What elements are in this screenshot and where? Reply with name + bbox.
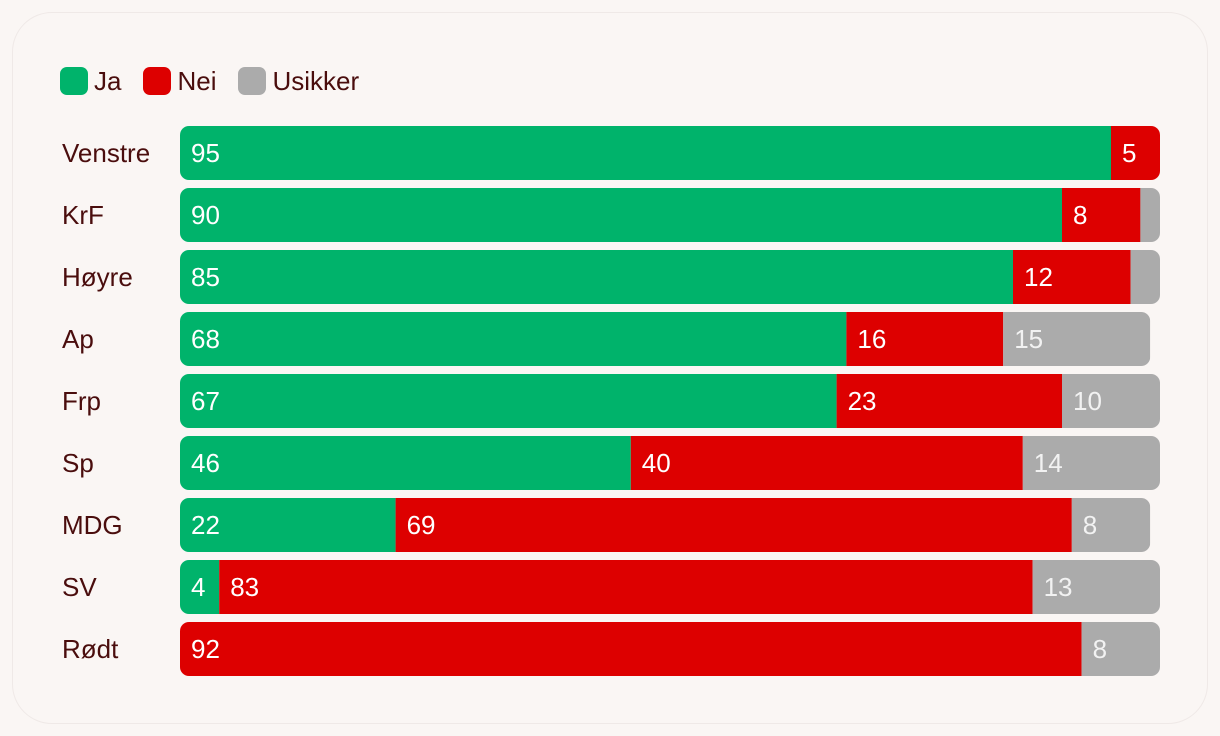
category-label-mdg: MDG [62, 510, 123, 540]
bar-krf-nei [1062, 188, 1141, 242]
data-label-sp-usikker: 14 [1034, 448, 1063, 478]
data-label-sp-nei: 40 [642, 448, 671, 478]
bar-r-dt-usikker [1081, 622, 1160, 676]
bar-row-sv [180, 560, 1160, 614]
data-label-r-dt-nei: 92 [191, 634, 220, 664]
bar-r-dt-nei [180, 622, 1082, 676]
legend-label-nei: Nei [177, 65, 217, 96]
legend-item-ja: Ja [60, 66, 121, 97]
data-label-sv-ja: 4 [191, 572, 205, 602]
bar-row-r-dt [180, 622, 1160, 676]
legend-swatch-ja [60, 67, 88, 95]
bar-frp-nei [836, 374, 1062, 428]
bar-sv-usikker [1032, 560, 1160, 614]
data-label-h-yre-ja: 85 [191, 262, 220, 292]
bar-row-ap [180, 312, 1151, 366]
legend-swatch-nei [143, 67, 172, 95]
data-label-krf-nei: 8 [1073, 200, 1087, 230]
legend-swatch-usikker [238, 67, 267, 95]
bar-sp-nei [630, 436, 1023, 490]
data-label-venstre-nei: 5 [1122, 138, 1136, 168]
bar-row-krf [180, 188, 1160, 242]
bar-ap-ja [180, 312, 847, 366]
data-label-sv-nei: 83 [230, 572, 259, 602]
bar-frp-ja [180, 374, 837, 428]
data-label-mdg-nei: 69 [407, 510, 436, 540]
category-label-h-yre: Høyre [62, 262, 133, 292]
data-label-ap-usikker: 15 [1014, 324, 1043, 354]
bar-frp-usikker [1062, 374, 1160, 428]
category-label-venstre: Venstre [62, 138, 150, 168]
bar-row-h-yre [180, 250, 1160, 304]
legend-item-nei: Nei [143, 66, 216, 97]
data-label-h-yre-nei: 12 [1024, 262, 1053, 292]
legend: Ja Nei Usikker [60, 64, 381, 98]
bar-sp-ja [180, 436, 631, 490]
data-label-mdg-usikker: 8 [1083, 510, 1097, 540]
bar-sv-ja [180, 560, 220, 614]
category-label-sv: SV [62, 572, 97, 602]
bar-row-venstre [180, 126, 1160, 180]
bar-mdg-ja [180, 498, 396, 552]
data-label-sp-ja: 46 [191, 448, 220, 478]
bar-mdg-nei [395, 498, 1072, 552]
bar-ap-usikker [1003, 312, 1151, 366]
data-label-ap-ja: 68 [191, 324, 220, 354]
category-label-frp: Frp [62, 386, 101, 416]
data-label-frp-usikker: 10 [1073, 386, 1102, 416]
bar-krf-usikker [1140, 188, 1160, 242]
category-label-krf: KrF [62, 200, 104, 230]
data-label-frp-ja: 67 [191, 386, 220, 416]
bar-row-mdg [180, 498, 1151, 552]
bar-row-sp [180, 436, 1160, 490]
legend-label-ja: Ja [94, 65, 122, 96]
category-label-ap: Ap [62, 324, 94, 354]
data-label-ap-nei: 16 [857, 324, 886, 354]
bar-ap-nei [846, 312, 1004, 366]
bar-h-yre-nei [1013, 250, 1131, 304]
category-label-r-dt: Rødt [62, 634, 119, 664]
category-label-sp: Sp [62, 448, 94, 478]
legend-item-usikker: Usikker [238, 66, 359, 97]
bar-venstre-ja [180, 126, 1111, 180]
bar-sp-usikker [1022, 436, 1160, 490]
data-label-frp-nei: 23 [848, 386, 877, 416]
bar-sv-nei [219, 560, 1033, 614]
data-label-r-dt-usikker: 8 [1093, 634, 1107, 664]
data-label-mdg-ja: 22 [191, 510, 220, 540]
legend-label-usikker: Usikker [272, 65, 360, 96]
bar-row-frp [180, 374, 1160, 428]
bar-venstre-nei [1111, 126, 1160, 180]
data-label-venstre-ja: 95 [191, 138, 220, 168]
bar-krf-ja [180, 188, 1062, 242]
bar-h-yre-usikker [1130, 250, 1160, 304]
data-label-sv-usikker: 13 [1044, 572, 1073, 602]
data-label-krf-ja: 90 [191, 200, 220, 230]
bar-mdg-usikker [1071, 498, 1151, 552]
bar-h-yre-ja [180, 250, 1013, 304]
